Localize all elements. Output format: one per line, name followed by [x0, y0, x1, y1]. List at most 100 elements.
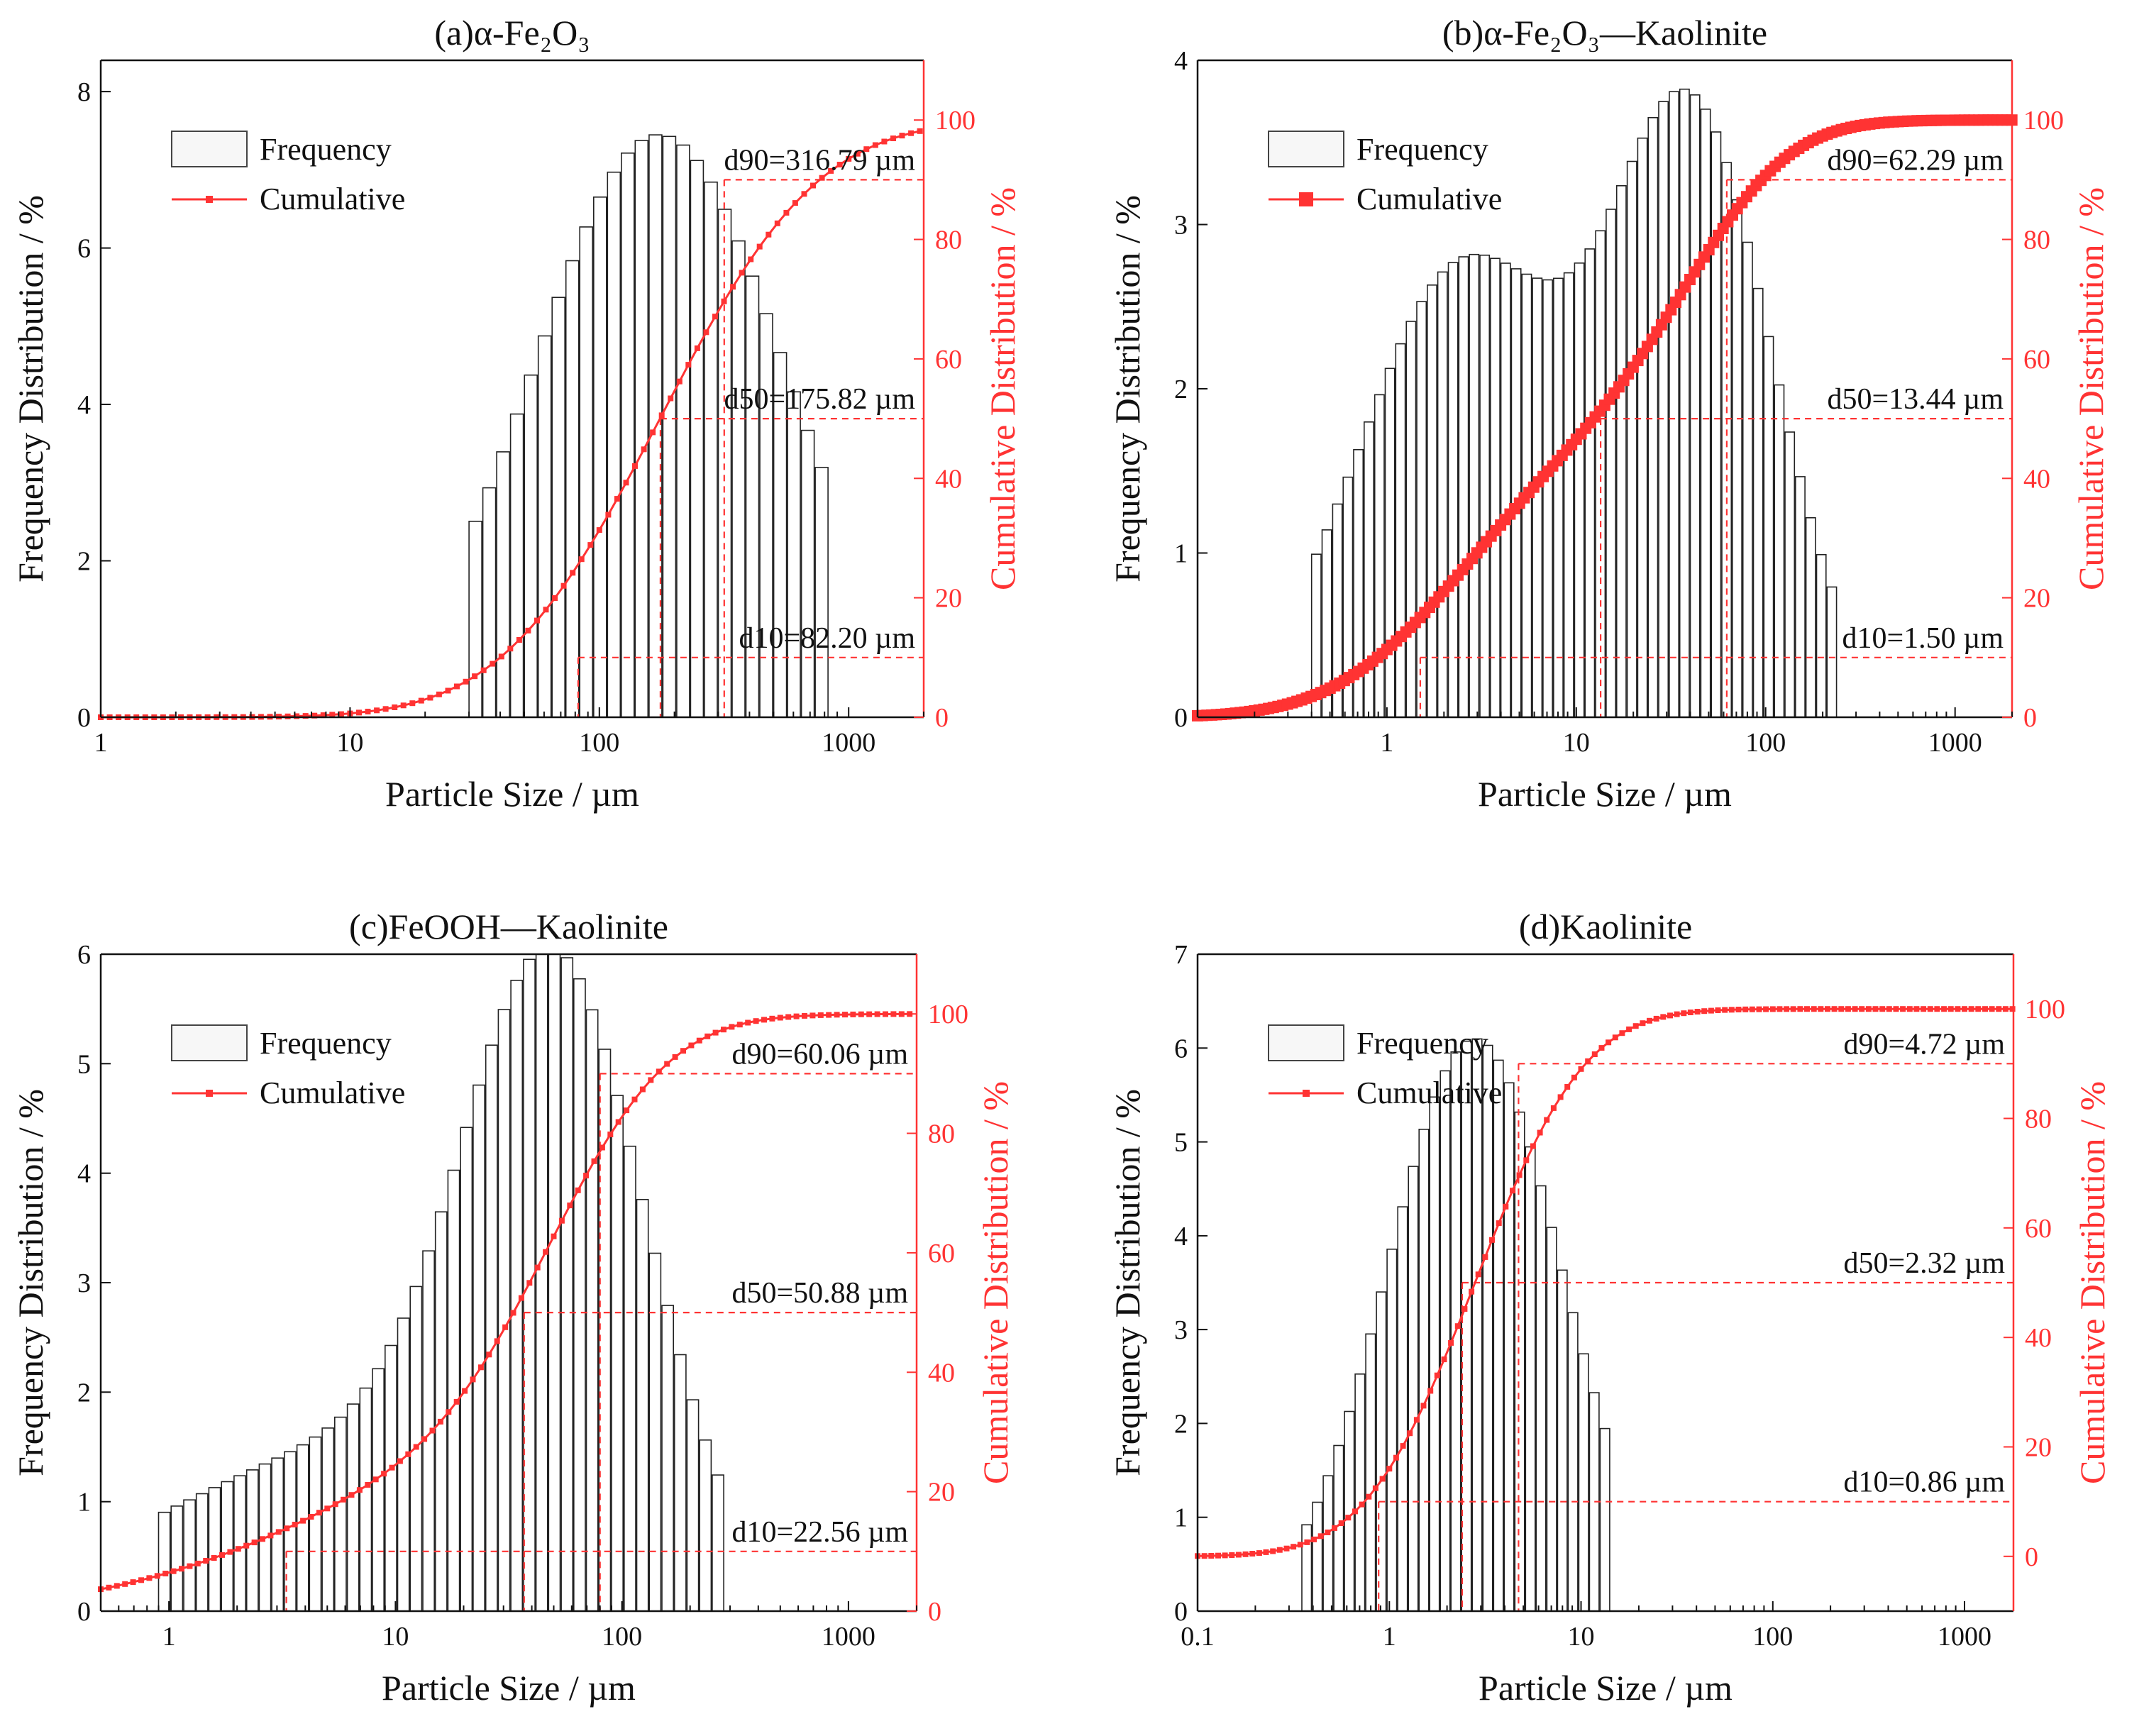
cumulative-point: [445, 687, 451, 694]
cumulative-point: [1701, 1008, 1708, 1014]
frequency-bar: [183, 1499, 197, 1612]
cumulative-point: [712, 1029, 719, 1036]
cumulative-point: [235, 1546, 241, 1552]
frequency-bar: [1405, 321, 1417, 718]
frequency-bars: [468, 134, 829, 718]
y-axis-title: Frequency Distribution / %: [1107, 195, 1147, 582]
cumulative-point: [405, 1451, 411, 1457]
x-axis-ticks: 1 10 100 1000: [1197, 707, 2013, 758]
cumulative-point: [639, 1086, 646, 1093]
d-value-label: d10=22.56 µm: [731, 1516, 908, 1549]
cumulative-point: [1906, 1006, 1913, 1012]
cumulative-point: [819, 175, 825, 181]
frequency-bar: [1563, 272, 1574, 718]
cumulative-point: [685, 362, 692, 368]
frequency-bar: [1658, 101, 1669, 718]
cumulative-point: [1557, 1094, 1564, 1100]
cumulative-point: [1660, 1014, 1667, 1020]
legend-cumulative-label: Cumulative: [260, 182, 405, 216]
panel-title: (c)FeOOH—Kaolinite: [349, 907, 668, 946]
cumulative-point: [138, 1577, 144, 1583]
cumulative-point: [1461, 1306, 1468, 1312]
cumulative-point: [1454, 1323, 1461, 1329]
frequency-bar: [1461, 1040, 1472, 1612]
cumulative-point: [418, 697, 424, 704]
cumulative-point: [534, 617, 540, 624]
cumulative-point: [1955, 1006, 1961, 1012]
cumulative-point: [810, 182, 816, 189]
cumulative-point: [632, 463, 638, 469]
y-tick-label: 6: [1174, 1034, 1188, 1063]
cumulative-point: [203, 1558, 209, 1564]
cumulative-point: [1872, 1006, 1879, 1012]
frequency-bar: [1469, 253, 1480, 718]
d-value-label: d90=62.29 µm: [1827, 144, 2004, 177]
cumulative-point: [1372, 1485, 1378, 1491]
cumulative-point: [1571, 1074, 1577, 1080]
cumulative-point: [874, 1011, 880, 1017]
x-tick-label: 10: [1563, 728, 1590, 758]
x-tick-label: 1: [162, 1622, 176, 1652]
cumulative-point: [294, 713, 300, 719]
frequency-bar: [1637, 137, 1648, 718]
frequency-bar: [221, 1481, 234, 1612]
cumulative-point: [656, 1068, 662, 1075]
frequency-bar: [468, 520, 482, 718]
cumulative-point: [1749, 1006, 1755, 1012]
frequency-bar: [690, 160, 704, 718]
frequency-bar: [1535, 1185, 1547, 1612]
legend-cumulative-label: Cumulative: [1356, 182, 1502, 216]
frequency-bar: [1525, 1146, 1536, 1612]
legend-cumulative-marker: [1303, 1090, 1310, 1097]
cumulative-point: [194, 1560, 201, 1566]
cumulative-point: [332, 1501, 338, 1508]
cumulative-point: [421, 1436, 428, 1442]
x-tick-label: 10: [1568, 1622, 1595, 1652]
frequency-bar: [620, 153, 635, 718]
cumulative-point: [1366, 1493, 1372, 1500]
frequency-bar: [1752, 287, 1764, 718]
y-tick-label: 5: [1174, 1128, 1188, 1158]
cumulative-point: [908, 130, 914, 136]
y-tick-label: 2: [1174, 1409, 1188, 1439]
d-value-label: d10=82.20 µm: [739, 622, 915, 655]
frequency-bar: [1578, 1353, 1589, 1612]
cumulative-point: [1742, 1006, 1749, 1012]
cumulative-point: [526, 1280, 533, 1286]
frequency-bar: [497, 1009, 511, 1612]
y-axis-ticks: 0 1 2 3 4: [1174, 46, 1208, 733]
cumulative-point: [1283, 1545, 1290, 1552]
cumulative-point: [302, 713, 309, 719]
cumulative-point: [437, 1418, 443, 1425]
frequency-bar: [485, 1044, 498, 1612]
cumulative-point: [409, 700, 416, 707]
cumulative-point: [1386, 1466, 1393, 1472]
cumulative-point: [1756, 1006, 1762, 1012]
cumulative-point: [179, 1566, 184, 1572]
cumulative-point: [106, 1584, 112, 1591]
cumulative-point: [1222, 1552, 1228, 1559]
cumulative-point: [1900, 1006, 1906, 1012]
cumulative-point: [792, 200, 798, 206]
y-tick-label: 3: [77, 1268, 91, 1298]
y2-tick-label: 60: [2025, 1214, 2052, 1244]
d-value-label: d50=50.88 µm: [731, 1277, 908, 1310]
cumulative-point: [338, 711, 344, 717]
cumulative-point: [382, 706, 389, 712]
cumulative-point: [356, 709, 362, 716]
frequency-bar: [1384, 367, 1396, 718]
legend-frequency-label: Frequency: [260, 1026, 392, 1061]
cumulative-point: [472, 673, 478, 680]
legend-cumulative-label: Cumulative: [260, 1076, 405, 1110]
cumulative-point: [400, 702, 407, 709]
cumulative-point: [1345, 1515, 1352, 1521]
panel-title: (d)Kaolinite: [1519, 907, 1692, 946]
x-tick-label: 1000: [822, 1622, 875, 1652]
frequency-bar: [1595, 230, 1606, 718]
y-tick-label: 4: [77, 390, 91, 420]
frequency-bar: [1774, 384, 1785, 718]
cumulative-point: [219, 1552, 225, 1558]
cumulative-point: [470, 1376, 476, 1383]
